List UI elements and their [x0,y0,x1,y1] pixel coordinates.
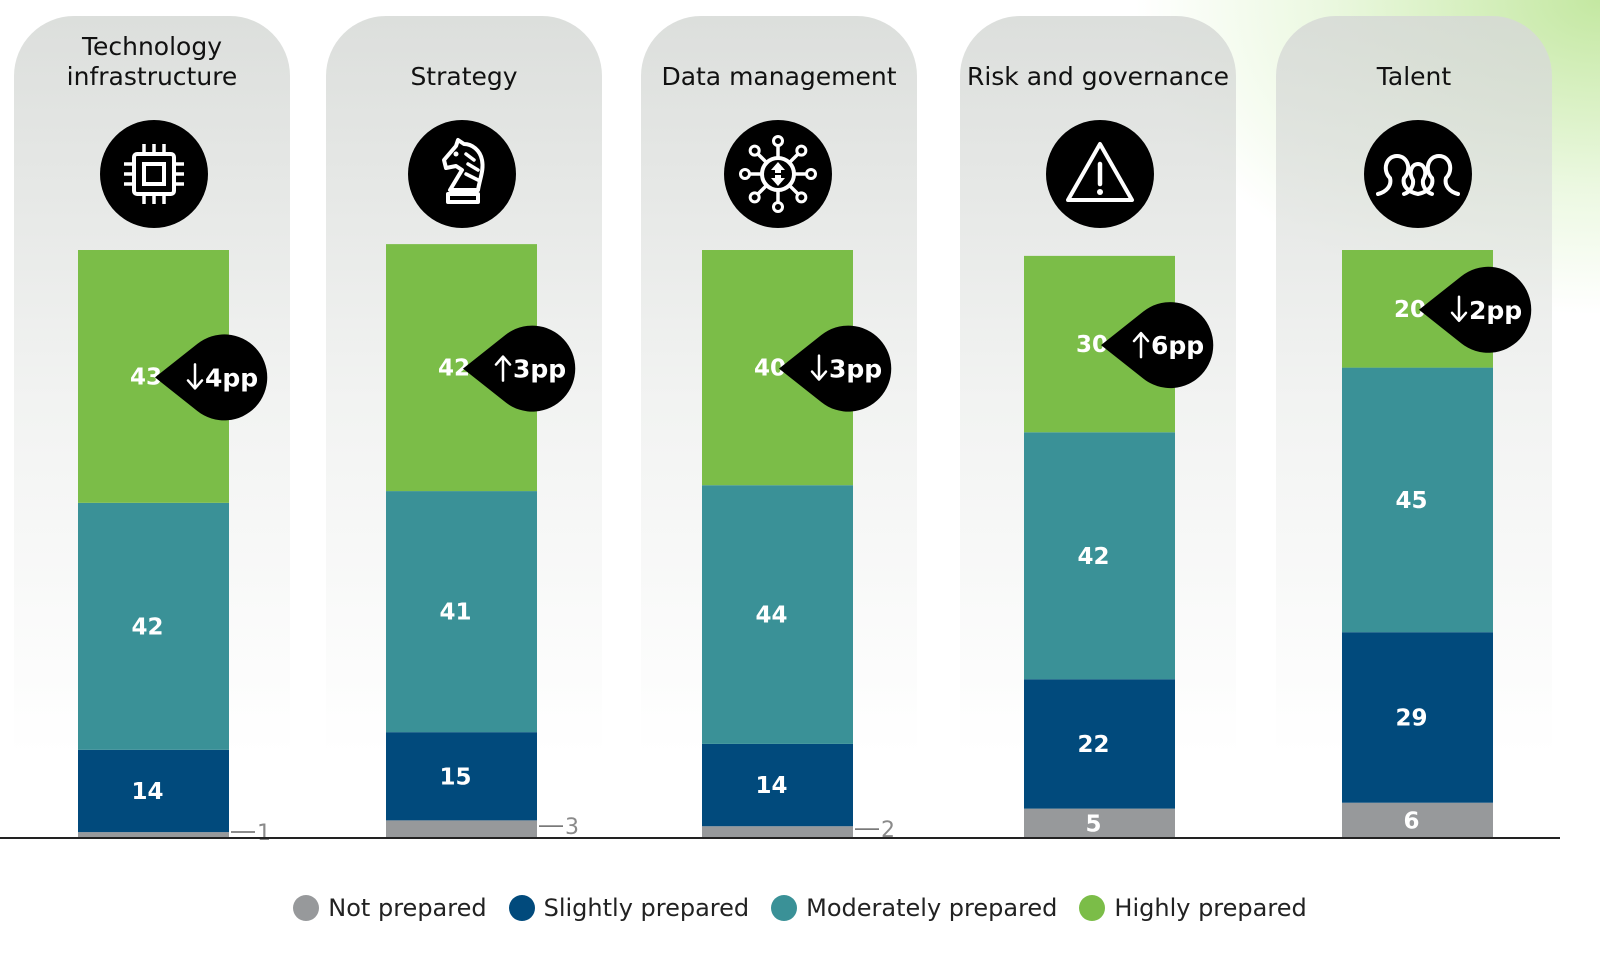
legend-item: Highly prepared [1079,894,1307,922]
segment-value-label: 29 [1395,705,1427,731]
bar-segment [1024,432,1175,680]
arrow-down-icon [186,363,204,390]
legend-label: Not prepared [328,894,487,922]
segment-value-label: 42 [1077,544,1109,570]
bar-segment [78,502,229,750]
arrow-up-icon [494,355,512,382]
bar-segment [78,749,229,833]
segment-value-label: 41 [439,600,471,626]
change-badge: 4pp [155,334,268,421]
legend-label: Highly prepared [1114,894,1307,922]
bar-segment [1024,808,1175,838]
bar-segment [386,732,537,821]
segment-value-label: 2 [881,818,895,843]
segment-value-label: 45 [1395,488,1427,514]
people-icon [1363,120,1472,228]
change-badge: 3pp [779,325,892,412]
arrow-down-icon [1450,295,1468,323]
legend-item: Not prepared [293,894,487,922]
change-value-label: 3pp [829,355,882,384]
warning-icon [1045,120,1154,228]
segment-value-label: 15 [439,764,471,790]
segment-value-label: 42 [131,614,163,640]
segment-value-label: 5 [1085,811,1101,837]
bar-segment [386,491,537,733]
change-badge: 3pp [463,325,576,412]
category-title: Technology infrastructure [66,32,238,91]
legend: Not prepared Slightly prepared Moderately … [0,894,1600,922]
category-title: Strategy [410,62,518,91]
chip-icon [99,120,208,228]
bar-segment [702,826,853,838]
segment-value-label: 1 [257,821,271,846]
bar-segment [702,485,853,744]
legend-swatch [508,895,535,921]
change-value-label: 4pp [205,363,258,392]
category-title: Talent [1376,62,1452,91]
bar-segment [1342,802,1493,838]
segment-value-label: 44 [755,603,787,629]
legend-swatch [293,895,320,921]
segment-value-label: 22 [1077,732,1109,758]
legend-item: Slightly prepared [508,894,750,922]
category-title: Data management [661,62,897,91]
segment-value-label: 6 [1403,808,1419,834]
legend-swatch [1079,895,1106,921]
bar-segment [386,820,537,838]
legend-item: Moderately prepared [771,894,1057,922]
bar-segment [1342,632,1493,803]
bar-segment [78,832,229,838]
change-badge: 6pp [1101,302,1214,389]
segment-value-label: 14 [755,773,787,799]
bar-segment [1342,367,1493,633]
legend-label: Moderately prepared [806,894,1058,922]
arrow-up-icon [1132,331,1150,359]
change-value-label: 3pp [513,355,566,384]
x-axis-baseline [0,837,1560,839]
category-title: Risk and governance [966,62,1230,91]
data-network-icon [723,120,832,228]
legend-label: Slightly prepared [543,894,750,922]
legend-swatch [771,895,798,921]
change-value-label: 2pp [1469,296,1522,325]
bar-segment [702,743,853,827]
chess-knight-icon [407,120,516,228]
change-value-label: 6pp [1151,331,1204,360]
bar-segment [1024,679,1175,809]
segment-value-label: 14 [131,779,163,805]
segment-value-label: 3 [565,815,579,840]
change-badge: 2pp [1419,266,1532,353]
arrow-down-icon [810,354,828,381]
